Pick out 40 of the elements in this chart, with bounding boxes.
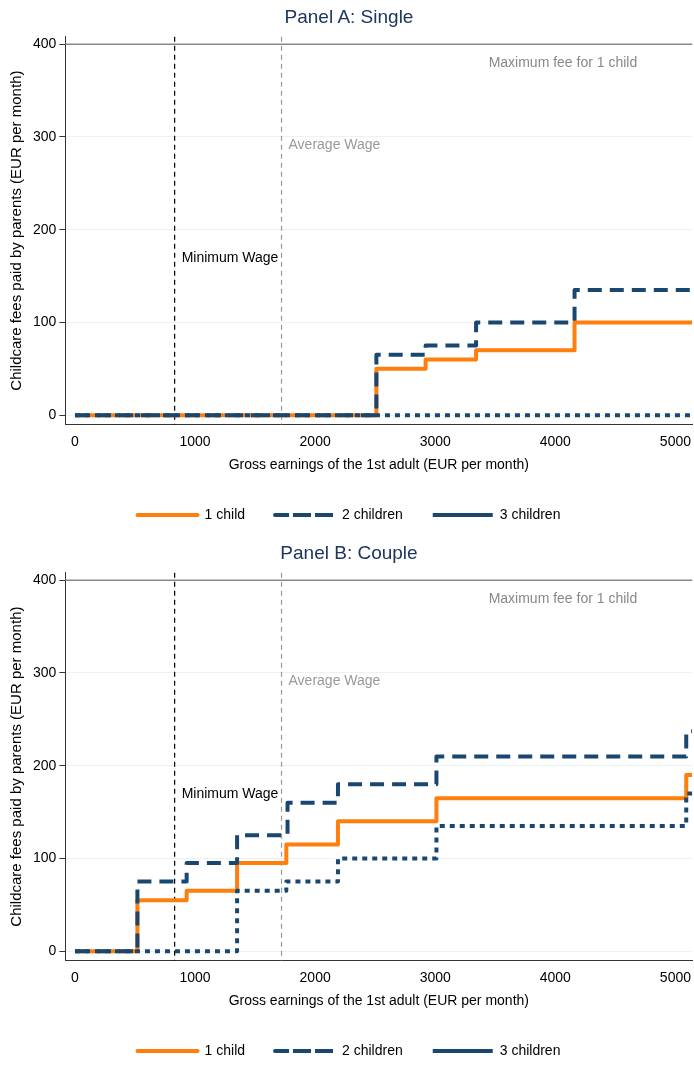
x-tick-label: 2000 <box>299 432 331 449</box>
y-tick-label: 200 <box>33 756 57 773</box>
y-axis-title: Childcare fees paid by parents (EUR per month) <box>7 606 25 927</box>
x-tick-label: 5000 <box>659 432 692 449</box>
y-tick-label: 300 <box>33 663 57 680</box>
y-tick-label: 0 <box>48 405 57 422</box>
ref-line-label: Average Wage <box>288 672 381 689</box>
legend-label: 1 child <box>204 1041 246 1058</box>
ref-line-label: Minimum Wage <box>181 248 279 265</box>
y-tick-label: 100 <box>33 849 57 866</box>
x-tick-label: 4000 <box>539 432 572 449</box>
legend-label: 3 children <box>499 505 561 522</box>
y-tick-label: 400 <box>33 35 57 52</box>
legend-label: 1 child <box>204 505 246 522</box>
x-tick-label: 2000 <box>299 968 331 985</box>
x-tick-label: 3000 <box>419 432 452 449</box>
x-tick-label: 1000 <box>179 432 211 449</box>
chart-title: Panel A: Single <box>284 5 414 27</box>
y-tick-label: 200 <box>33 220 57 237</box>
x-tick-label: 0 <box>71 968 80 985</box>
x-tick-label: 5000 <box>659 968 692 985</box>
y-tick-label: 0 <box>48 941 57 958</box>
legend-label: 2 children <box>342 1041 403 1058</box>
legend-label: 2 children <box>342 505 403 522</box>
ref-line-label: Minimum Wage <box>181 784 279 801</box>
y-tick-label: 300 <box>33 127 57 144</box>
x-tick-label: 0 <box>71 432 80 449</box>
x-axis-title: Gross earnings of the 1st adult (EUR per month) <box>228 992 529 1009</box>
legend-label: 3 children <box>499 1041 561 1058</box>
y-axis-title: Childcare fees paid by parents (EUR per month) <box>7 70 25 391</box>
y-tick-label: 400 <box>33 571 57 588</box>
chart-title: Panel B: Couple <box>280 541 418 563</box>
ref-line-label: Maximum fee for 1 child <box>488 54 638 71</box>
x-tick-label: 1000 <box>179 968 211 985</box>
ref-line-label: Maximum fee for 1 child <box>488 590 638 607</box>
x-tick-label: 3000 <box>419 968 452 985</box>
ref-line-label: Average Wage <box>288 136 381 153</box>
x-axis-title: Gross earnings of the 1st adult (EUR per month) <box>228 456 529 473</box>
x-tick-label: 4000 <box>539 968 572 985</box>
y-tick-label: 100 <box>33 313 57 330</box>
